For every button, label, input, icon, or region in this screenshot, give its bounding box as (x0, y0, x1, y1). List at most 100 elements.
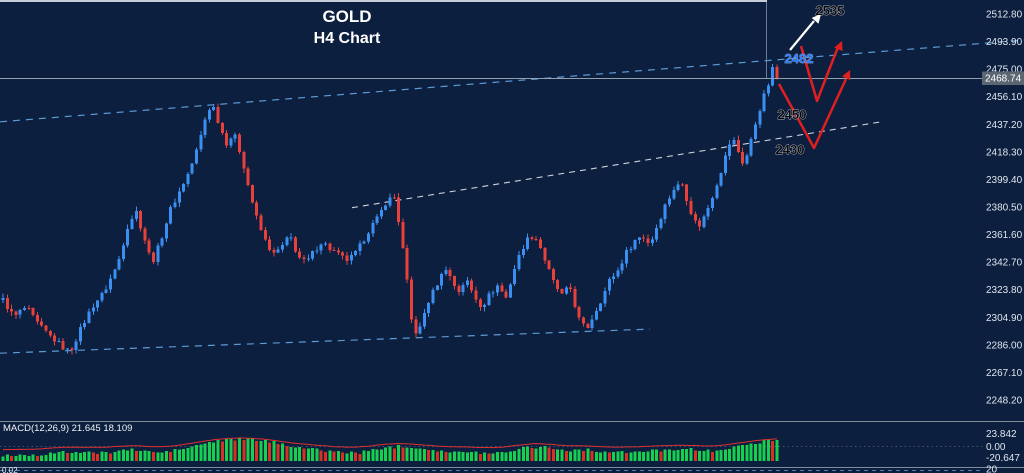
annotation-white-arrow[interactable] (789, 14, 821, 51)
histogram-bar (324, 452, 327, 461)
price-axis[interactable]: 2512.80 2493.90 2475.00 2456.10 2437.20 2418.… (986, 10, 1023, 407)
candle-body (276, 249, 280, 253)
histogram-bar (238, 438, 241, 461)
candle-body (199, 134, 203, 150)
histogram-bar (336, 451, 340, 461)
candle-body (607, 279, 611, 291)
histogram-bar (762, 439, 766, 461)
candle-body (534, 239, 538, 241)
histogram-bar (66, 452, 69, 461)
histogram-bar (650, 449, 654, 461)
candle-body (14, 311, 18, 315)
candle-body (48, 330, 52, 336)
histogram-bar (195, 445, 198, 461)
histogram-bar (564, 451, 568, 461)
histogram-bar (629, 452, 633, 461)
candle-body (655, 228, 659, 240)
histogram-bar (551, 449, 555, 461)
channel-upper-line[interactable] (0, 39, 1024, 123)
candle-body (61, 341, 65, 350)
candle-body (319, 244, 323, 251)
histogram-bar (281, 443, 284, 461)
histogram-bar (57, 451, 61, 461)
candle-body (53, 335, 57, 342)
histogram-bar (732, 446, 736, 461)
candle-body (457, 286, 461, 292)
histogram-bar (440, 450, 444, 461)
candle-body (268, 239, 272, 250)
histogram-bar (504, 452, 508, 461)
histogram-bar (603, 451, 607, 461)
candle-wick (28, 305, 30, 311)
price-axis-label: 2361.60 (986, 230, 1023, 241)
histogram-bar (637, 451, 641, 461)
candle-body (405, 247, 409, 280)
candle-body (332, 249, 336, 251)
price-axis-label: 2380.50 (986, 203, 1023, 214)
candle-body (272, 250, 276, 253)
histogram-bar (646, 451, 650, 461)
candle-body (749, 138, 753, 156)
mid-trendline[interactable] (351, 121, 883, 209)
histogram-bar (216, 440, 220, 461)
candle-body (633, 240, 637, 249)
histogram-bar (573, 449, 577, 461)
histogram-bar (250, 438, 254, 461)
histogram-bar (616, 451, 620, 461)
candle-body (693, 213, 697, 221)
candle-body (672, 190, 676, 199)
candle-body (44, 325, 48, 331)
candle-body (625, 250, 628, 264)
candle-body (182, 184, 186, 192)
histogram-bar (422, 448, 426, 461)
histogram-bar (121, 449, 125, 461)
annotation-target-2535[interactable]: 2535 (815, 3, 845, 19)
histogram-bar (582, 451, 585, 461)
histogram-bar (315, 448, 319, 461)
histogram-bar (698, 451, 702, 461)
indicator-axis-label: -20.647 (986, 453, 1020, 464)
candle-body (711, 198, 714, 209)
histogram-bar (182, 448, 186, 461)
candles-group (1, 64, 779, 355)
candle-body (517, 255, 521, 270)
channel-lower-line[interactable] (0, 328, 651, 354)
candle-body (698, 220, 702, 227)
candle-body (328, 243, 332, 250)
histogram-bar (560, 449, 564, 461)
histogram-bar (220, 441, 224, 461)
annotation-red-arrow-lower[interactable] (777, 70, 851, 150)
histogram-bar (465, 452, 469, 461)
histogram-bar (379, 449, 383, 461)
candle-body (259, 215, 263, 230)
candle-body (152, 252, 155, 262)
candle-body (422, 313, 426, 327)
annotation-red-arrow-upper[interactable] (799, 41, 843, 103)
histogram-bar (186, 447, 190, 461)
candle-body (358, 243, 362, 251)
candle-wick (535, 236, 537, 242)
annotation-level-2482[interactable]: 2482 (784, 51, 814, 67)
sub-indicator-label: 0.02 (2, 466, 18, 473)
candle-body (573, 289, 577, 308)
annotation-level-2450[interactable]: 2450 (777, 107, 807, 123)
candle-body (539, 239, 542, 248)
candle-body (233, 134, 237, 139)
candle-body (91, 307, 95, 312)
histogram-bar (771, 440, 775, 461)
candle-body (427, 303, 431, 313)
histogram-bar (48, 452, 52, 461)
annotation-level-2430[interactable]: 2430 (775, 142, 805, 158)
candle-body (526, 237, 530, 250)
histogram-bar (470, 451, 474, 461)
indicator-axis-label: 23.842 (986, 429, 1017, 440)
histogram-bar (139, 450, 143, 461)
candle-body (582, 317, 585, 324)
price-axis-label: 2437.20 (986, 120, 1023, 131)
histogram-bar (663, 449, 667, 461)
candle-body (629, 248, 633, 250)
histogram-bar (547, 447, 551, 461)
histogram-bar (147, 451, 151, 461)
